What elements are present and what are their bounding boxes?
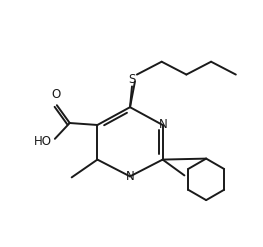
Text: O: O bbox=[51, 88, 60, 101]
Text: S: S bbox=[128, 73, 136, 86]
Text: HO: HO bbox=[34, 135, 52, 148]
Text: N: N bbox=[126, 170, 134, 183]
Text: N: N bbox=[159, 119, 168, 131]
